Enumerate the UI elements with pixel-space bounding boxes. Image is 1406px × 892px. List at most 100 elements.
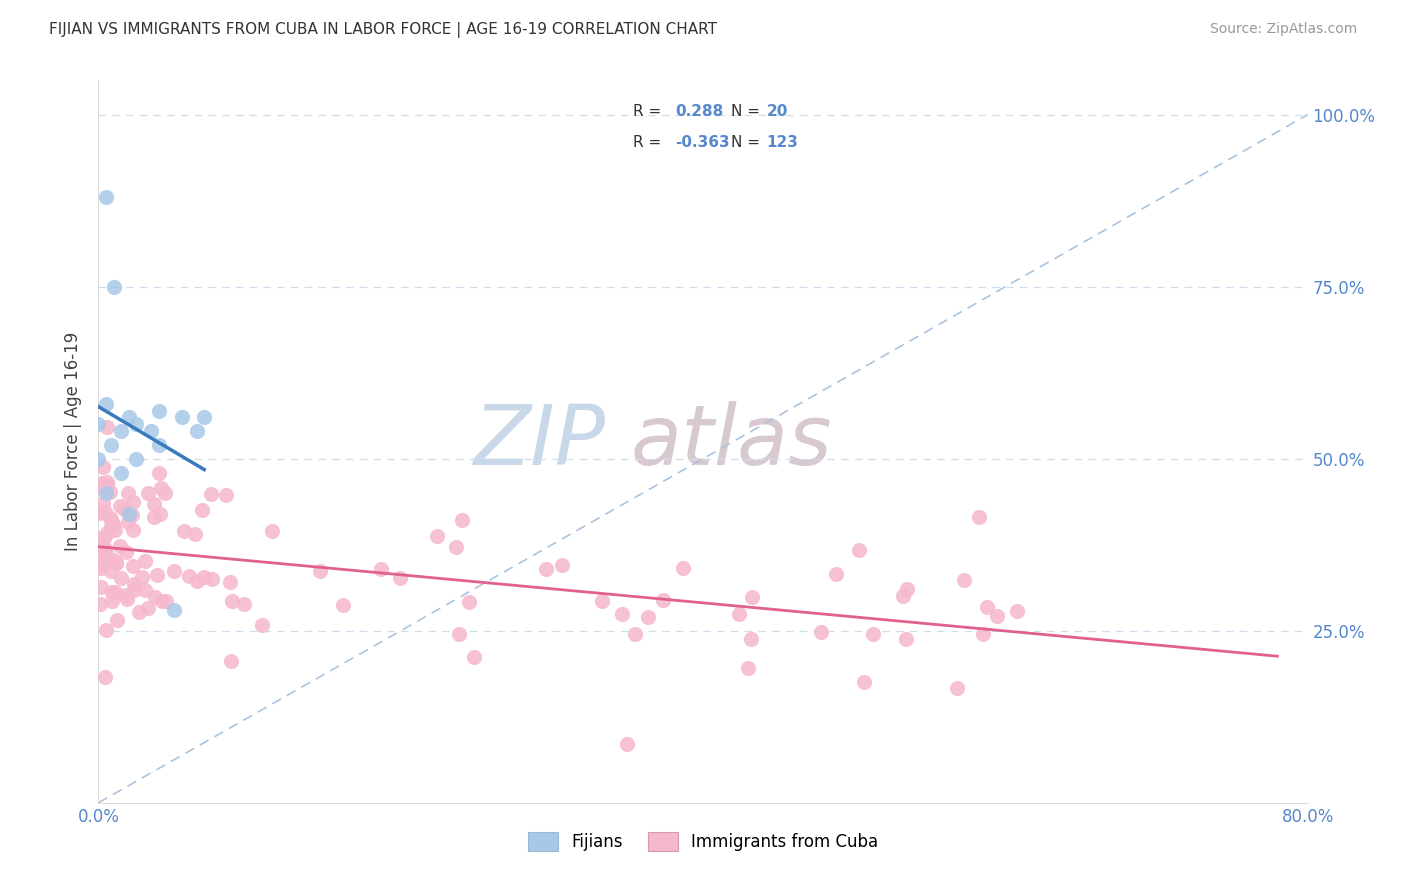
Point	[260, 524, 283, 538]
Point	[94, 670, 117, 684]
Point	[945, 681, 967, 695]
Point	[87, 417, 110, 432]
Point	[967, 509, 990, 524]
Text: 123: 123	[766, 136, 799, 150]
Point	[250, 618, 273, 632]
Point	[728, 607, 751, 621]
Point	[810, 625, 832, 640]
Point	[672, 560, 695, 574]
Point	[87, 506, 110, 520]
Point	[108, 539, 131, 553]
Point	[149, 481, 172, 495]
Point	[100, 564, 122, 578]
Text: -0.363: -0.363	[675, 136, 730, 150]
Point	[141, 424, 163, 438]
Point	[104, 585, 127, 599]
Point	[136, 601, 159, 615]
Point	[457, 595, 479, 609]
Point	[591, 594, 613, 608]
Point	[149, 508, 172, 522]
Point	[91, 459, 114, 474]
Point	[115, 589, 138, 603]
Point	[93, 531, 115, 545]
Point	[96, 525, 118, 540]
Point	[551, 558, 574, 573]
Point	[201, 572, 224, 586]
Point	[96, 420, 118, 434]
Point	[122, 577, 145, 591]
Point	[122, 559, 145, 574]
Point	[143, 497, 166, 511]
Point	[96, 475, 118, 489]
Point	[148, 403, 170, 417]
Point	[449, 627, 471, 641]
Point	[134, 582, 156, 597]
Point	[104, 523, 127, 537]
Point	[534, 562, 557, 576]
Point	[891, 589, 914, 603]
Point	[221, 593, 243, 607]
Point	[309, 564, 332, 578]
Point	[125, 451, 148, 466]
Point	[87, 451, 110, 466]
Point	[145, 568, 167, 582]
Point	[101, 594, 124, 608]
Point	[737, 661, 759, 675]
Point	[186, 574, 208, 589]
Point	[215, 488, 238, 502]
Point	[219, 654, 242, 668]
Point	[163, 603, 186, 617]
Point	[90, 480, 112, 494]
Point	[186, 424, 208, 438]
Point	[972, 627, 994, 641]
Point	[131, 570, 153, 584]
Point	[219, 574, 242, 589]
Point	[100, 519, 122, 533]
Point	[332, 598, 354, 612]
Point	[463, 649, 485, 664]
Point	[89, 557, 111, 571]
Point	[90, 560, 112, 574]
Point	[134, 554, 156, 568]
Point	[110, 500, 132, 514]
Point	[114, 544, 136, 558]
Point	[103, 279, 125, 293]
Legend: Fijians, Immigrants from Cuba: Fijians, Immigrants from Cuba	[520, 824, 886, 860]
Point	[232, 597, 254, 611]
Point	[155, 594, 177, 608]
Point	[100, 438, 122, 452]
Point	[153, 486, 176, 500]
Point	[444, 540, 467, 554]
Point	[105, 613, 128, 627]
Point	[91, 538, 114, 552]
Point	[976, 600, 998, 615]
Point	[90, 533, 112, 548]
Point	[179, 569, 201, 583]
Point	[426, 529, 449, 543]
Point	[173, 524, 195, 538]
Point	[986, 609, 1008, 624]
Point	[824, 566, 846, 581]
Point	[110, 572, 132, 586]
Point	[122, 582, 145, 597]
Point	[94, 486, 117, 500]
Point	[98, 511, 121, 525]
Point	[110, 424, 132, 438]
Point	[741, 590, 763, 604]
Point	[94, 623, 117, 637]
Point	[105, 556, 128, 570]
Point	[610, 607, 633, 622]
Text: N =: N =	[731, 136, 765, 150]
Text: N =: N =	[731, 104, 765, 119]
Text: 0.288: 0.288	[675, 104, 723, 119]
Point	[616, 737, 638, 751]
Point	[848, 542, 870, 557]
Point	[148, 438, 170, 452]
Point	[136, 485, 159, 500]
Point	[193, 570, 215, 584]
Point	[652, 593, 675, 607]
Text: R =: R =	[633, 104, 666, 119]
Point	[96, 478, 118, 492]
Point	[896, 582, 918, 596]
Y-axis label: In Labor Force | Age 16-19: In Labor Force | Age 16-19	[65, 332, 83, 551]
